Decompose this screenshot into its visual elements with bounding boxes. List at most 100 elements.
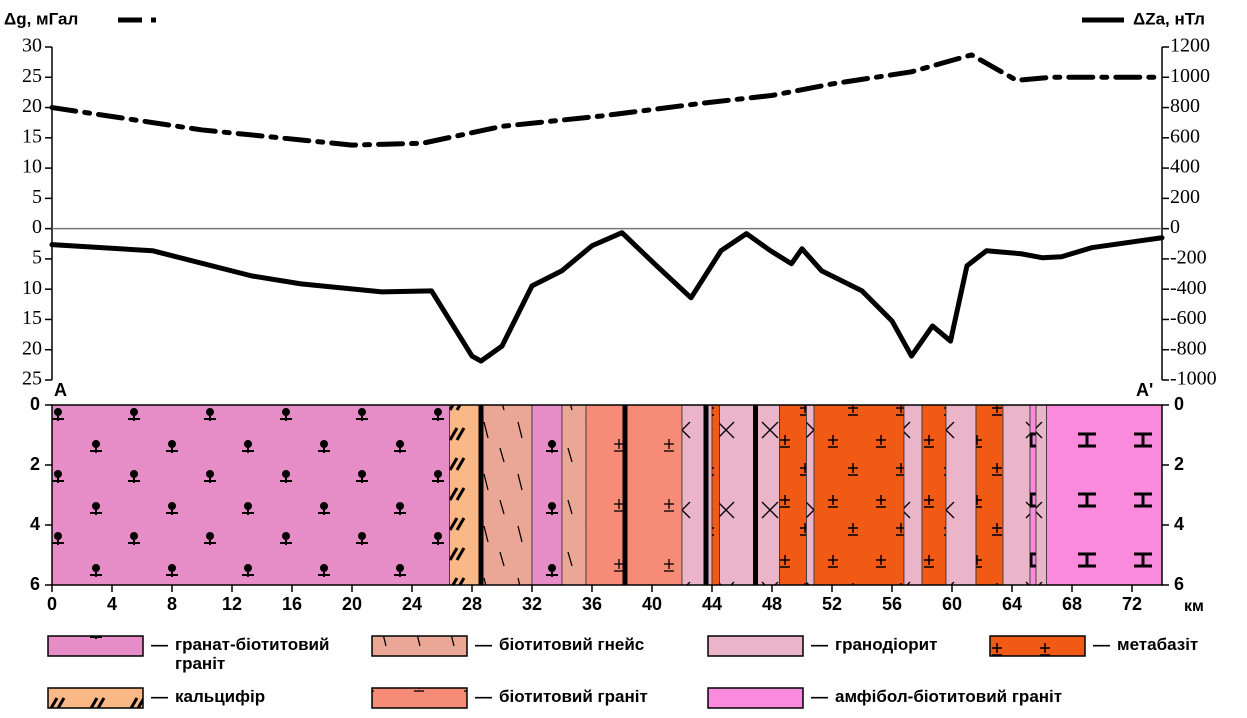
- y2-tick-label: -200: [1170, 247, 1207, 269]
- legend-dash: —: [475, 687, 492, 707]
- x-tick-label: 16: [282, 594, 302, 614]
- legend-pattern: [48, 688, 143, 708]
- y-tick-label: 0: [30, 394, 40, 414]
- y2-tick-label: -400: [1170, 277, 1207, 299]
- rock-pattern: [1047, 405, 1163, 585]
- legend-label: ΔZa, нТл: [1133, 9, 1205, 28]
- rock-pattern: [712, 405, 720, 585]
- x-tick-label: 60: [942, 594, 962, 614]
- dyke: [479, 405, 484, 585]
- x-tick-label: 72: [1122, 594, 1142, 614]
- x-tick-label: 36: [582, 594, 602, 614]
- legend-dash: —: [1093, 635, 1110, 655]
- y-tick-label: 20: [22, 337, 42, 359]
- rock-pattern: [480, 405, 533, 585]
- y2-tick-label: 0: [1170, 216, 1180, 238]
- x-tick-label: 40: [642, 594, 662, 614]
- y-tick-label: 25: [22, 368, 42, 390]
- y-tick-label: 2: [30, 454, 40, 474]
- y2-tick-label: -600: [1170, 307, 1207, 329]
- x-tick-label: 4: [107, 594, 117, 614]
- x-tick-label: 20: [342, 594, 362, 614]
- y2-tick-label: 600: [1170, 125, 1200, 147]
- series-line: [52, 233, 1162, 361]
- legend-pattern: [372, 636, 467, 656]
- rock-pattern: [1036, 405, 1047, 585]
- y-tick-label: 10: [22, 277, 42, 299]
- y2-tick-label: 400: [1170, 156, 1200, 178]
- x-tick-label: 64: [1002, 594, 1022, 614]
- y2-tick-label: 800: [1170, 95, 1200, 117]
- dyke: [704, 405, 709, 585]
- x-tick-label: 52: [822, 594, 842, 614]
- y-tick-label-right: 2: [1174, 454, 1184, 474]
- legend-pattern: [48, 636, 143, 656]
- rock-pattern: [562, 405, 586, 585]
- y2-tick-label: 1200: [1170, 35, 1210, 57]
- y2-tick-label: 1000: [1170, 65, 1210, 87]
- x-unit: км: [1184, 598, 1204, 615]
- y2-tick-label: 200: [1170, 186, 1200, 208]
- x-tick-label: 8: [167, 594, 177, 614]
- x-tick-label: 28: [462, 594, 482, 614]
- x-tick-label: 24: [402, 594, 422, 614]
- x-tick-label: 12: [222, 594, 242, 614]
- rock-pattern: [922, 405, 946, 585]
- series-line: [52, 55, 1162, 145]
- rock-pattern: [450, 405, 480, 585]
- legend-label: кальцифір: [175, 687, 475, 706]
- y-tick-label-right: 6: [1174, 574, 1184, 594]
- legend-dash: —: [151, 687, 168, 707]
- y-tick-label: 5: [32, 247, 42, 269]
- rock-pattern: [807, 405, 815, 585]
- rock-pattern: [976, 405, 1003, 585]
- rock-pattern: [780, 405, 807, 585]
- legend-dash: —: [811, 635, 828, 655]
- rock-pattern: [52, 405, 450, 585]
- page: 252015105051015202530-1000-800-600-400-2…: [0, 0, 1247, 718]
- y-tick-label: 0: [32, 216, 42, 238]
- y2-tick-label: -1000: [1170, 368, 1217, 390]
- y-tick-label: 25: [22, 65, 42, 87]
- y-tick-label-right: 4: [1174, 514, 1184, 534]
- dyke: [753, 405, 758, 585]
- x-tick-label: 48: [762, 594, 782, 614]
- legend-label: метабазіт: [1117, 635, 1247, 654]
- profile-end: A': [1136, 380, 1153, 400]
- x-tick-label: 68: [1062, 594, 1082, 614]
- rock-pattern: [904, 405, 922, 585]
- rock-pattern: [586, 405, 682, 585]
- y-tick-label-right: 0: [1174, 394, 1184, 414]
- x-tick-label: 32: [522, 594, 542, 614]
- figure: 252015105051015202530-1000-800-600-400-2…: [0, 0, 1247, 718]
- y-tick-label: 4: [30, 514, 40, 534]
- legend-dash: —: [151, 635, 168, 655]
- dyke: [623, 405, 628, 585]
- rock-pattern: [1030, 405, 1036, 585]
- legend-label: біотитовий граніт: [499, 687, 799, 706]
- legend-dash: —: [811, 687, 828, 707]
- rock-pattern: [720, 405, 780, 585]
- rock-pattern: [1003, 405, 1030, 585]
- y-tick-label: 15: [22, 125, 42, 147]
- y2-tick-label: -800: [1170, 337, 1207, 359]
- legend-label: Δg, мГал: [4, 9, 78, 28]
- legend-label: біотитовий гнейс: [499, 635, 799, 654]
- y-tick-label: 20: [22, 95, 42, 117]
- y-tick-label: 30: [22, 35, 42, 57]
- legend-label: гранат-біотитовий граніт: [175, 635, 355, 673]
- y-tick-label: 6: [30, 574, 40, 594]
- x-tick-label: 0: [47, 594, 57, 614]
- x-tick-label: 44: [702, 594, 722, 614]
- rock-pattern: [814, 405, 904, 585]
- legend-label: гранодіорит: [835, 635, 1135, 654]
- y-tick-label: 5: [32, 186, 42, 208]
- legend-label: амфібол-біотитовий граніт: [835, 687, 1135, 706]
- y-tick-label: 15: [22, 307, 42, 329]
- profile-start: A: [54, 380, 67, 400]
- rock-pattern: [532, 405, 562, 585]
- x-tick-label: 56: [882, 594, 902, 614]
- legend-dash: —: [475, 635, 492, 655]
- y-tick-label: 10: [22, 156, 42, 178]
- rock-pattern: [946, 405, 976, 585]
